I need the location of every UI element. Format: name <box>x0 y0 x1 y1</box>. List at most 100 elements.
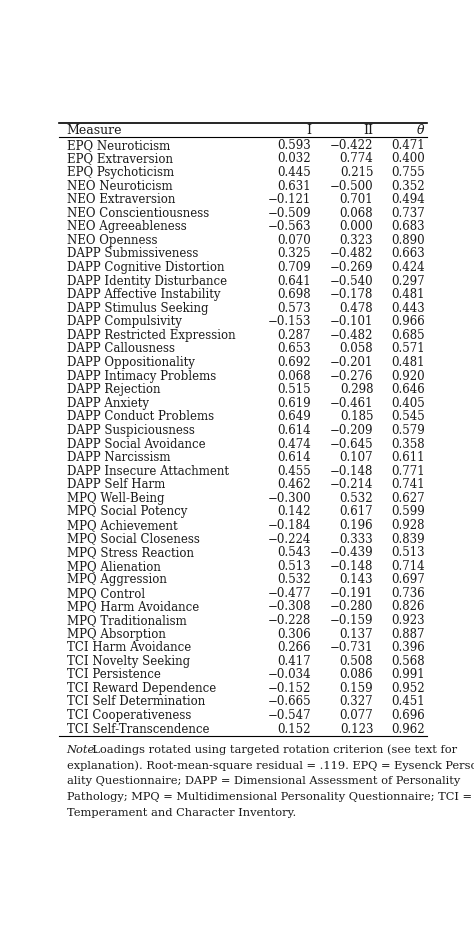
Text: 0.196: 0.196 <box>340 519 374 532</box>
Text: −0.422: −0.422 <box>330 139 374 152</box>
Text: 0.579: 0.579 <box>391 424 425 437</box>
Text: 0.143: 0.143 <box>340 573 374 586</box>
Text: −0.280: −0.280 <box>330 600 374 613</box>
Text: MPQ Achievement: MPQ Achievement <box>66 519 177 532</box>
Text: 0.298: 0.298 <box>340 383 374 396</box>
Text: −0.540: −0.540 <box>330 275 374 288</box>
Text: 0.614: 0.614 <box>277 451 311 464</box>
Text: MPQ Aggression: MPQ Aggression <box>66 573 166 586</box>
Text: 0.185: 0.185 <box>340 410 374 423</box>
Text: 0.327: 0.327 <box>340 695 374 708</box>
Text: 0.755: 0.755 <box>391 166 425 179</box>
Text: 0.297: 0.297 <box>391 275 425 288</box>
Text: NEO Conscientiousness: NEO Conscientiousness <box>66 207 209 220</box>
Text: −0.269: −0.269 <box>330 261 374 274</box>
Text: 0.696: 0.696 <box>391 709 425 722</box>
Text: DAPP Anxiety: DAPP Anxiety <box>66 397 148 410</box>
Text: 0.962: 0.962 <box>391 722 425 735</box>
Text: 0.443: 0.443 <box>391 302 425 315</box>
Text: 0.152: 0.152 <box>277 722 311 735</box>
Text: θ: θ <box>417 124 425 137</box>
Text: MPQ Stress Reaction: MPQ Stress Reaction <box>66 546 193 559</box>
Text: TCI Self Determination: TCI Self Determination <box>66 695 205 708</box>
Text: −0.178: −0.178 <box>330 288 374 301</box>
Text: −0.563: −0.563 <box>267 220 311 233</box>
Text: 0.086: 0.086 <box>340 668 374 681</box>
Text: −0.300: −0.300 <box>267 492 311 505</box>
Text: 0.641: 0.641 <box>277 275 311 288</box>
Text: 0.737: 0.737 <box>391 207 425 220</box>
Text: MPQ Social Closeness: MPQ Social Closeness <box>66 532 200 545</box>
Text: 0.545: 0.545 <box>391 410 425 423</box>
Text: 0.692: 0.692 <box>277 356 311 369</box>
Text: DAPP Suspiciousness: DAPP Suspiciousness <box>66 424 194 437</box>
Text: DAPP Narcissism: DAPP Narcissism <box>66 451 170 464</box>
Text: TCI Self-Transcendence: TCI Self-Transcendence <box>66 722 209 735</box>
Text: I: I <box>306 124 311 137</box>
Text: MPQ Social Potency: MPQ Social Potency <box>66 505 187 518</box>
Text: 0.215: 0.215 <box>340 166 374 179</box>
Text: −0.121: −0.121 <box>268 193 311 206</box>
Text: 0.683: 0.683 <box>391 220 425 233</box>
Text: 0.923: 0.923 <box>391 614 425 627</box>
Text: TCI Reward Dependence: TCI Reward Dependence <box>66 682 216 695</box>
Text: DAPP Rejection: DAPP Rejection <box>66 383 160 396</box>
Text: −0.665: −0.665 <box>267 695 311 708</box>
Text: DAPP Submissiveness: DAPP Submissiveness <box>66 248 198 260</box>
Text: TCI Novelty Seeking: TCI Novelty Seeking <box>66 654 190 667</box>
Text: −0.308: −0.308 <box>267 600 311 613</box>
Text: 0.287: 0.287 <box>277 329 311 342</box>
Text: 0.513: 0.513 <box>391 546 425 559</box>
Text: MPQ Control: MPQ Control <box>66 587 145 600</box>
Text: 0.137: 0.137 <box>340 627 374 640</box>
Text: explanation). Root-mean-square residual = .119. EPQ = Eysenck Person-: explanation). Root-mean-square residual … <box>66 761 474 771</box>
Text: −0.547: −0.547 <box>267 709 311 722</box>
Text: 0.471: 0.471 <box>391 139 425 152</box>
Text: II: II <box>364 124 374 137</box>
Text: 0.571: 0.571 <box>391 342 425 355</box>
Text: 0.736: 0.736 <box>391 587 425 600</box>
Text: 0.573: 0.573 <box>277 302 311 315</box>
Text: −0.224: −0.224 <box>267 532 311 545</box>
Text: DAPP Callousness: DAPP Callousness <box>66 342 174 355</box>
Text: −0.184: −0.184 <box>267 519 311 532</box>
Text: 0.058: 0.058 <box>340 342 374 355</box>
Text: NEO Agreeableness: NEO Agreeableness <box>66 220 186 233</box>
Text: 0.685: 0.685 <box>391 329 425 342</box>
Text: −0.731: −0.731 <box>330 641 374 654</box>
Text: 0.741: 0.741 <box>391 478 425 491</box>
Text: −0.477: −0.477 <box>267 587 311 600</box>
Text: 0.839: 0.839 <box>391 532 425 545</box>
Text: DAPP Self Harm: DAPP Self Harm <box>66 478 165 491</box>
Text: DAPP Identity Disturbance: DAPP Identity Disturbance <box>66 275 227 288</box>
Text: 0.631: 0.631 <box>277 180 311 193</box>
Text: 0.494: 0.494 <box>391 193 425 206</box>
Text: DAPP Insecure Attachment: DAPP Insecure Attachment <box>66 465 228 478</box>
Text: 0.358: 0.358 <box>391 437 425 450</box>
Text: −0.148: −0.148 <box>330 559 374 572</box>
Text: 0.481: 0.481 <box>391 288 425 301</box>
Text: 0.920: 0.920 <box>391 370 425 383</box>
Text: −0.034: −0.034 <box>267 668 311 681</box>
Text: −0.482: −0.482 <box>330 329 374 342</box>
Text: −0.439: −0.439 <box>330 546 374 559</box>
Text: EPQ Extraversion: EPQ Extraversion <box>66 153 173 166</box>
Text: DAPP Oppositionality: DAPP Oppositionality <box>66 356 194 369</box>
Text: EPQ Neuroticism: EPQ Neuroticism <box>66 139 170 152</box>
Text: 0.000: 0.000 <box>339 220 374 233</box>
Text: 0.771: 0.771 <box>391 465 425 478</box>
Text: −0.153: −0.153 <box>267 315 311 328</box>
Text: 0.462: 0.462 <box>277 478 311 491</box>
Text: MPQ Absorption: MPQ Absorption <box>66 627 165 640</box>
Text: DAPP Affective Instability: DAPP Affective Instability <box>66 288 220 301</box>
Text: 0.543: 0.543 <box>277 546 311 559</box>
Text: 0.697: 0.697 <box>391 573 425 586</box>
Text: 0.400: 0.400 <box>391 153 425 166</box>
Text: −0.276: −0.276 <box>330 370 374 383</box>
Text: −0.101: −0.101 <box>330 315 374 328</box>
Text: DAPP Social Avoidance: DAPP Social Avoidance <box>66 437 205 450</box>
Text: −0.461: −0.461 <box>330 397 374 410</box>
Text: −0.201: −0.201 <box>330 356 374 369</box>
Text: 0.474: 0.474 <box>277 437 311 450</box>
Text: MPQ Harm Avoidance: MPQ Harm Avoidance <box>66 600 199 613</box>
